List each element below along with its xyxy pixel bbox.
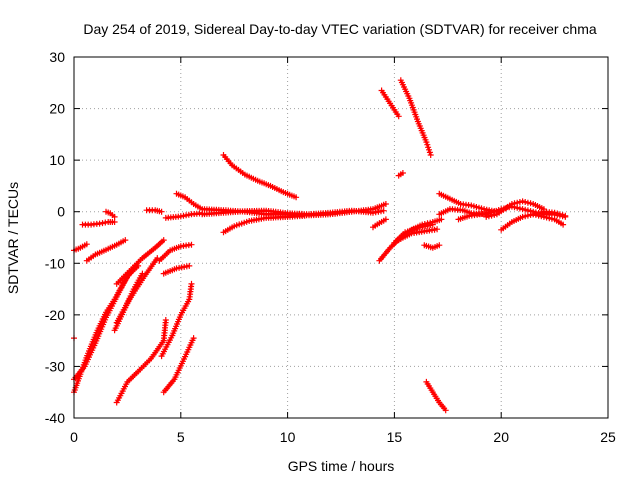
series-arc-21 [220,212,308,236]
series-arc-13 [160,335,197,396]
series-arc-10 [113,255,161,326]
series-markers-arc-15 [156,241,195,264]
y-tick-label: -10 [45,255,65,271]
x-tick-label: 25 [600,429,616,445]
y-tick-label: 20 [49,101,65,117]
y-tick-label: 10 [49,152,65,168]
series-arc-26 [421,242,443,251]
series-markers-arc-12 [158,280,195,360]
y-tick-labels: -40 -30 -20 -10 0 10 20 30 [45,49,65,426]
series-markers-arc-27 [378,87,402,120]
y-tick-label: 0 [57,204,65,220]
series-arc-24 [391,221,436,246]
series-arc-29 [395,170,406,179]
y-tick-label: -40 [45,410,65,426]
series-arc-33 [483,198,547,220]
series-markers-arc-21 [220,212,308,236]
series-markers-arc-03 [79,219,118,228]
x-tick-labels: 0 5 10 15 20 25 [70,429,616,445]
series-markers-arc-30 [423,378,449,414]
series-markers-arc-10 [113,255,161,326]
series-arc-36 [455,209,494,223]
series-arc-03 [79,219,118,228]
series-markers-arc-26 [421,242,443,251]
series-arc-16 [143,207,165,215]
axis-ticks [73,56,609,419]
series-arc-28 [397,77,434,158]
series-markers-arc-04 [103,208,118,220]
series-markers-arc-35 [530,208,569,219]
x-tick-label: 20 [493,429,509,445]
series-markers-arc-08 [113,237,167,287]
y-tick-label: -30 [45,358,65,374]
series-markers-arc-25 [395,226,441,244]
series-arc-11 [113,317,169,406]
series-markers-arc-14 [160,262,193,277]
series-markers-arc-05 [83,237,129,264]
x-axis-title: GPS time / hours [288,458,395,474]
data-traces [71,77,569,414]
chart-title: Day 254 of 2019, Sidereal Day-to-day VTE… [83,21,596,37]
series-markers-arc-22 [370,216,389,231]
series-markers-arc-16 [143,207,165,215]
y-tick-label: 30 [49,49,65,65]
series-arc-27 [378,87,402,120]
x-tick-label: 0 [70,429,78,445]
series-markers-arc-33 [483,198,547,220]
series-arc-30 [423,378,449,414]
series-arc-08 [113,237,167,287]
series-markers-arc-13 [160,335,197,396]
series-arc-31 [436,190,500,215]
series-markers-arc-17 [162,210,206,221]
x-tick-label: 15 [387,429,403,445]
series-arc-25 [395,226,441,244]
series-arc-22 [370,216,389,231]
series-arc-14 [160,262,193,277]
series-arc-20 [220,152,300,201]
series-markers-arc-36 [455,209,494,223]
x-tick-label: 5 [177,429,185,445]
series-arc-17 [162,210,206,221]
y-axis-title: SDTVAR / TECUs [5,182,21,294]
x-tick-label: 10 [280,429,296,445]
series-arc-12 [158,280,195,360]
series-arc-05 [83,237,129,264]
plot-frame [73,56,609,419]
series-markers-arc-11 [113,317,169,406]
series-markers-arc-29 [395,170,406,179]
series-markers-arc-28 [397,77,434,158]
series-arc-04 [103,208,118,220]
series-arc-35 [530,208,569,219]
series-markers-arc-20 [220,152,300,201]
series-arc-15 [156,241,195,264]
y-tick-label: -20 [45,307,65,323]
